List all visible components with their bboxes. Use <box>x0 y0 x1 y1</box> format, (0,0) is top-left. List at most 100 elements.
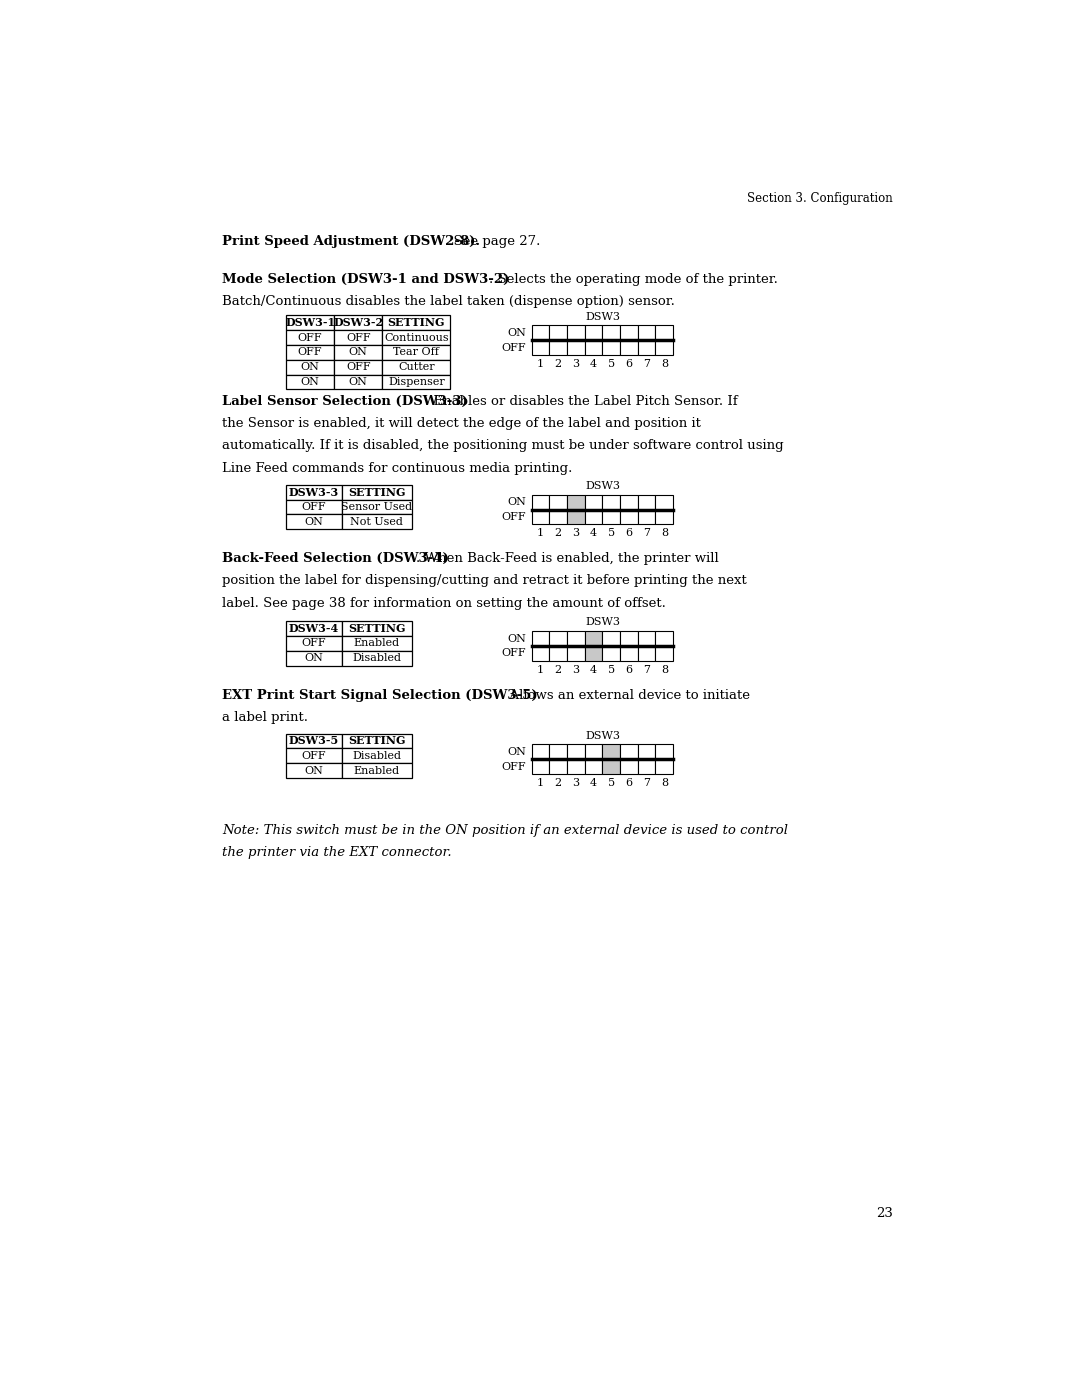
Text: ON: ON <box>508 497 526 507</box>
Text: DSW3-4: DSW3-4 <box>289 623 339 634</box>
Text: 23: 23 <box>876 1207 893 1220</box>
Bar <box>567 495 584 510</box>
Bar <box>550 759 567 774</box>
Text: position the label for dispensing/cutting and retract it before printing the nex: position the label for dispensing/cuttin… <box>221 574 746 587</box>
Text: 7: 7 <box>644 665 650 675</box>
Text: Line Feed commands for continuous media printing.: Line Feed commands for continuous media … <box>221 462 572 475</box>
Text: a label print.: a label print. <box>221 711 308 724</box>
Text: DSW3-5: DSW3-5 <box>289 735 339 746</box>
Text: OFF: OFF <box>346 332 370 342</box>
Bar <box>334 345 382 360</box>
Text: Section 3. Configuration: Section 3. Configuration <box>747 193 893 205</box>
Bar <box>638 745 656 759</box>
Text: See page 27.: See page 27. <box>445 235 540 247</box>
Text: OFF: OFF <box>502 648 526 658</box>
Bar <box>550 631 567 645</box>
Bar <box>286 636 342 651</box>
Bar <box>584 759 603 774</box>
Text: Note: This switch must be in the ON position if an external device is used to co: Note: This switch must be in the ON posi… <box>221 824 787 837</box>
Bar <box>334 316 382 330</box>
Text: OFF: OFF <box>502 513 526 522</box>
Bar <box>567 759 584 774</box>
Bar <box>656 759 673 774</box>
Bar <box>567 745 584 759</box>
Text: ON: ON <box>508 634 526 644</box>
Bar <box>531 326 550 341</box>
Bar <box>382 345 450 360</box>
Text: 8: 8 <box>661 528 667 538</box>
Text: SETTING: SETTING <box>348 735 406 746</box>
Bar <box>531 510 550 524</box>
Text: automatically. If it is disabled, the positioning must be under software control: automatically. If it is disabled, the po… <box>221 440 783 453</box>
Bar <box>567 645 584 661</box>
Bar <box>620 645 638 661</box>
Bar <box>603 745 620 759</box>
Bar <box>286 374 334 390</box>
Text: 8: 8 <box>661 359 667 369</box>
Text: OFF: OFF <box>346 362 370 372</box>
Bar <box>656 326 673 341</box>
Bar <box>656 510 673 524</box>
Text: 6: 6 <box>625 359 633 369</box>
Text: . When Back-Feed is enabled, the printer will: . When Back-Feed is enabled, the printer… <box>416 552 718 564</box>
Bar <box>638 510 656 524</box>
Bar <box>550 645 567 661</box>
Bar <box>620 326 638 341</box>
Text: 2: 2 <box>555 778 562 788</box>
Bar <box>286 330 334 345</box>
Text: label. See page 38 for information on setting the amount of offset.: label. See page 38 for information on se… <box>221 597 665 609</box>
Text: OFF: OFF <box>502 761 526 771</box>
Bar <box>567 326 584 341</box>
Bar <box>286 763 342 778</box>
Text: 7: 7 <box>644 778 650 788</box>
Text: ON: ON <box>508 328 526 338</box>
Text: DSW3-3: DSW3-3 <box>289 486 339 497</box>
Text: ON: ON <box>349 348 367 358</box>
Text: ON: ON <box>305 517 324 527</box>
Bar <box>638 759 656 774</box>
Bar <box>620 495 638 510</box>
Text: DSW3-2: DSW3-2 <box>333 317 383 328</box>
Text: 5: 5 <box>608 359 615 369</box>
Text: 7: 7 <box>644 528 650 538</box>
Bar <box>603 759 620 774</box>
Bar <box>286 316 334 330</box>
Text: Disabled: Disabled <box>352 654 402 664</box>
Bar <box>334 330 382 345</box>
Bar <box>342 651 411 665</box>
Bar <box>584 341 603 355</box>
Bar <box>638 326 656 341</box>
Bar <box>382 374 450 390</box>
Bar <box>286 360 334 374</box>
Text: 7: 7 <box>644 359 650 369</box>
Text: 4: 4 <box>590 359 597 369</box>
Bar <box>603 326 620 341</box>
Bar <box>531 495 550 510</box>
Text: 1: 1 <box>537 528 544 538</box>
Text: 5: 5 <box>608 665 615 675</box>
Text: Batch/Continuous disables the label taken (dispense option) sensor.: Batch/Continuous disables the label take… <box>221 295 675 309</box>
Text: 2: 2 <box>555 665 562 675</box>
Text: 2: 2 <box>555 528 562 538</box>
Bar <box>334 360 382 374</box>
Text: DSW3: DSW3 <box>585 312 620 321</box>
Text: 6: 6 <box>625 528 633 538</box>
Text: SETTING: SETTING <box>388 317 445 328</box>
Text: Sensor Used: Sensor Used <box>341 502 413 513</box>
Text: the printer via the EXT connector.: the printer via the EXT connector. <box>221 847 451 859</box>
Text: SETTING: SETTING <box>348 486 406 497</box>
Bar <box>531 759 550 774</box>
Text: 3: 3 <box>572 778 580 788</box>
Bar <box>286 733 342 749</box>
Bar <box>531 341 550 355</box>
Text: Label Sensor Selection (DSW3-3): Label Sensor Selection (DSW3-3) <box>221 395 468 408</box>
Bar <box>603 645 620 661</box>
Bar <box>584 510 603 524</box>
Text: OFF: OFF <box>301 502 326 513</box>
Text: Mode Selection (DSW3-1 and DSW3-2): Mode Selection (DSW3-1 and DSW3-2) <box>221 274 509 286</box>
Bar <box>531 745 550 759</box>
Bar <box>638 495 656 510</box>
Text: Enabled: Enabled <box>354 766 400 775</box>
Text: 4: 4 <box>590 528 597 538</box>
Text: . Enables or disables the Label Pitch Sensor. If: . Enables or disables the Label Pitch Se… <box>424 395 738 408</box>
